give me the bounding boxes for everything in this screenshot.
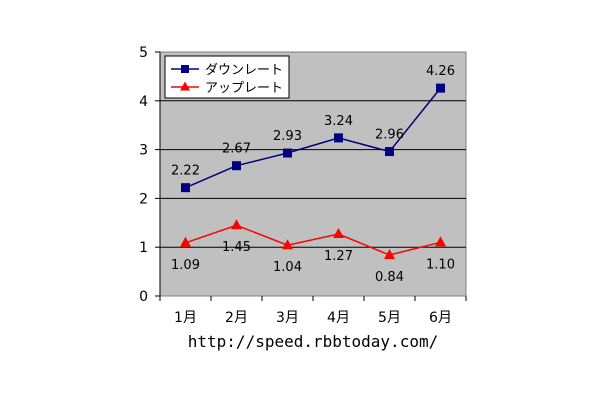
data-point xyxy=(180,236,191,247)
y-tick-label: 1 xyxy=(139,240,148,256)
data-label: 3.24 xyxy=(324,114,353,129)
y-tick-label: 4 xyxy=(139,94,148,110)
series-line xyxy=(185,87,442,189)
data-point xyxy=(282,239,293,250)
x-tick-label: 5月 xyxy=(378,310,401,326)
data-label: 1.09 xyxy=(171,258,200,273)
data-point xyxy=(435,236,446,247)
data-point xyxy=(384,249,395,260)
data-label: 2.96 xyxy=(375,128,404,143)
data-label: 2.67 xyxy=(222,142,251,157)
x-tick-label: 6月 xyxy=(429,310,452,326)
legend-label: アップレート xyxy=(205,81,283,96)
x-tick-label: 4月 xyxy=(327,310,350,326)
data-point xyxy=(436,83,445,93)
gridlines xyxy=(160,100,466,248)
data-label: 1.04 xyxy=(273,260,302,275)
x-tick-label: 1月 xyxy=(174,310,197,326)
data-label: 4.26 xyxy=(426,64,455,79)
series-line xyxy=(185,224,441,256)
data-label: 2.93 xyxy=(273,129,302,144)
y-tick-label: 5 xyxy=(139,45,148,61)
source-url: http://speed.rbbtoday.com/ xyxy=(188,332,438,351)
data-point xyxy=(231,219,242,230)
data-point xyxy=(181,183,190,193)
y-tick-label: 3 xyxy=(139,143,148,159)
legend-box xyxy=(164,55,290,99)
x-tick-label: 2月 xyxy=(225,310,248,326)
data-label: 1.10 xyxy=(426,257,455,272)
x-tick-label: 3月 xyxy=(276,310,299,326)
data-label: 0.84 xyxy=(375,270,404,285)
data-label: 2.22 xyxy=(171,164,200,179)
legend-label: ダウンレート xyxy=(205,63,283,78)
data-point xyxy=(283,148,292,158)
y-tick-label: 0 xyxy=(139,289,148,305)
legend-marker xyxy=(180,81,190,91)
data-label: 1.45 xyxy=(222,240,251,255)
y-tick-label: 2 xyxy=(139,191,148,207)
data-point xyxy=(232,161,241,171)
data-point xyxy=(333,228,344,239)
data-point xyxy=(334,133,343,143)
legend-marker xyxy=(181,65,189,73)
x-axis-ticks: 1月 2月 3月 4月 5月 6月 xyxy=(159,296,467,326)
data-label: 1.27 xyxy=(324,249,353,264)
y-axis-ticks: 0 1 2 3 4 5 xyxy=(139,45,161,305)
series-group: 2.22 2.67 2.93 3.24 2.96 4.26 1.09 1.45 1.04 1.27… xyxy=(171,64,455,285)
data-point xyxy=(385,147,394,157)
